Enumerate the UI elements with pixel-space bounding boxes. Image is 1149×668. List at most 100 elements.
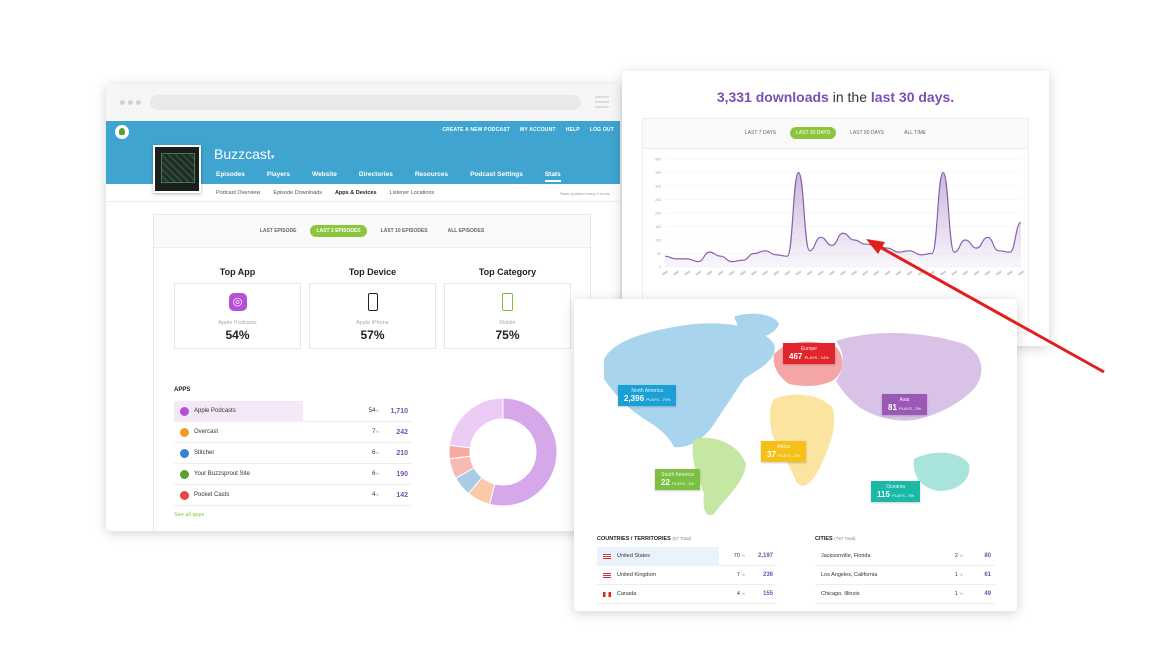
region-name: Africa — [777, 444, 790, 450]
x-tick-mark — [917, 270, 924, 276]
create-podcast-link[interactable]: CREATE A NEW PODCAST — [442, 127, 511, 133]
x-tick-mark — [839, 270, 847, 276]
range-selector: LAST EPISODE LAST 3 EPISODES LAST 10 EPI… — [154, 215, 590, 248]
region-value: 2,396 PLAYS - 70% — [624, 394, 671, 403]
subtab-listener-locations[interactable]: Listener Locations — [389, 190, 435, 196]
url-bar[interactable] — [150, 95, 581, 110]
table-row[interactable]: Canada 4 % 155 — [597, 585, 777, 604]
table-row[interactable]: Pocket Casts 4% 142 — [174, 485, 412, 506]
x-tick-mark — [673, 270, 680, 276]
region-plays: 81 — [888, 403, 897, 412]
subtab-apps-devices[interactable]: Apps & Devices — [334, 190, 377, 196]
top-device-pct: 57% — [360, 328, 385, 342]
period-last-7-days[interactable]: LAST 7 DAYS — [744, 130, 777, 136]
window-dot — [128, 100, 133, 105]
north-america-shape[interactable] — [604, 323, 775, 448]
table-row[interactable]: Apple Podcasts 54% 1,710 — [174, 401, 412, 422]
row-percent-value: 1 — [954, 591, 958, 597]
app-name: Stitcher — [194, 450, 215, 456]
period-last-90-days[interactable]: LAST 90 DAYS — [850, 130, 885, 136]
table-row[interactable]: Overcast 7% 242 — [174, 422, 412, 443]
south-america-shape[interactable] — [692, 437, 746, 516]
app-count: 190 — [396, 470, 408, 478]
region-label[interactable]: North America 2,396 PLAYS - 70% — [618, 385, 677, 406]
region-unit: PLAYS — [892, 493, 905, 498]
x-tick-mark — [873, 270, 880, 276]
table-row[interactable]: United States 70 % 2,197 — [597, 547, 777, 566]
region-label[interactable]: Asia 81 PLAYS - 2% — [882, 394, 928, 415]
subtab-episode-downloads[interactable]: Episode Downloads — [273, 190, 322, 196]
row-name: Chicago, Illinois — [821, 591, 860, 597]
donut-slice[interactable] — [488, 397, 558, 507]
period-last-30-days[interactable]: LAST 30 DAYS — [790, 127, 837, 139]
tab-website[interactable]: Website — [312, 171, 337, 178]
x-tick-mark — [895, 270, 902, 276]
y-tick-label: 0 — [659, 266, 661, 270]
table-row[interactable]: Stitcher 6% 210 — [174, 443, 412, 464]
region-name: South America — [661, 472, 694, 478]
row-name: Los Angeles, California — [821, 572, 878, 578]
top-app-title: Top App — [219, 267, 256, 277]
row-name: Jacksonville, Florida — [821, 553, 871, 559]
donut-slice[interactable] — [448, 397, 504, 449]
table-row[interactable]: Jacksonville, Florida 2 % 80 — [815, 547, 995, 566]
top-app-card: ◎ Apple Podcasts 54% — [174, 283, 301, 349]
flag-icon — [603, 591, 611, 597]
oceania-shape[interactable] — [913, 452, 970, 491]
row-count: 80 — [984, 553, 991, 559]
tab-directories[interactable]: Directories — [358, 171, 393, 178]
app-percent: 54% — [368, 408, 379, 414]
range-all-episodes[interactable]: ALL EPISODES — [447, 228, 485, 234]
countries-title: COUNTRIES / TERRITORIES — [597, 536, 671, 542]
browser-chrome — [106, 84, 620, 121]
row-count: 49 — [984, 591, 991, 597]
row-name: United States — [617, 553, 651, 559]
region-label[interactable]: Europe 467 PLAYS - 14% — [783, 343, 835, 364]
tab-episodes[interactable]: Episodes — [216, 171, 245, 178]
region-label[interactable]: Africa 37 PLAYS - 1% — [761, 441, 807, 462]
app-count: 210 — [396, 449, 408, 457]
my-account-link[interactable]: MY ACCOUNT — [520, 127, 556, 133]
buzzsprout-logo-icon[interactable] — [115, 125, 129, 139]
africa-shape[interactable] — [769, 394, 835, 486]
y-tick-label: 350 — [655, 171, 661, 175]
help-link[interactable]: HELP — [565, 127, 580, 133]
region-label[interactable]: South America 22 PLAYS - 1% — [655, 469, 701, 490]
apps-devices-panel: LAST EPISODE LAST 3 EPISODES LAST 10 EPI… — [153, 214, 591, 531]
logout-link[interactable]: LOG OUT — [589, 127, 614, 133]
tab-stats[interactable]: Stats — [544, 171, 561, 182]
show-name-dropdown[interactable]: Buzzcast▾ — [214, 146, 274, 162]
row-percent: 7 % — [736, 572, 745, 578]
menu-icon[interactable] — [595, 96, 609, 108]
tab-podcast-settings[interactable]: Podcast Settings — [470, 171, 523, 178]
top-stats: Top App ◎ Apple Podcasts 54% Top Device … — [174, 267, 571, 349]
region-value: 115 PLAYS - 3% — [877, 490, 915, 499]
x-tick-mark — [995, 270, 1002, 276]
range-last-10-episodes[interactable]: LAST 10 EPISODES — [380, 228, 428, 234]
row-percent: 1 % — [954, 572, 963, 578]
region-value: 37 PLAYS - 1% — [767, 450, 801, 459]
period-all-time[interactable]: ALL TIME — [904, 130, 927, 136]
see-all-apps-link[interactable]: See all apps — [174, 512, 205, 518]
region-plays: 22 — [661, 478, 670, 487]
region-value: 22 PLAYS - 1% — [661, 478, 695, 487]
table-row[interactable]: Los Angeles, California 1 % 61 — [815, 566, 995, 585]
table-row[interactable]: Your Buzzsprout Site 6% 190 — [174, 464, 412, 485]
table-row[interactable]: Chicago, Illinois 1 % 49 — [815, 585, 995, 604]
range-last-3-episodes[interactable]: LAST 3 EPISODES — [310, 225, 367, 237]
top-device-title: Top Device — [348, 267, 397, 277]
table-row[interactable]: United Kingdom 7 % 236 — [597, 566, 777, 585]
x-tick-mark — [1017, 270, 1025, 276]
podcast-cover-art — [153, 145, 201, 193]
range-last-episode[interactable]: LAST EPISODE — [259, 228, 297, 234]
region-unit: PLAYS — [672, 481, 685, 486]
greenland-shape[interactable] — [734, 313, 779, 338]
region-plays: 2,396 — [624, 394, 645, 403]
tab-resources[interactable]: Resources — [414, 171, 449, 178]
top-device-card: Apple iPhone 57% — [309, 283, 436, 349]
region-label[interactable]: Oceania 115 PLAYS - 3% — [871, 481, 921, 502]
top-category-pct: 75% — [495, 328, 520, 342]
subtab-podcast-overview[interactable]: Podcast Overview — [216, 190, 261, 196]
tab-players[interactable]: Players — [266, 171, 291, 178]
top-device: Top Device Apple iPhone 57% — [309, 267, 436, 349]
